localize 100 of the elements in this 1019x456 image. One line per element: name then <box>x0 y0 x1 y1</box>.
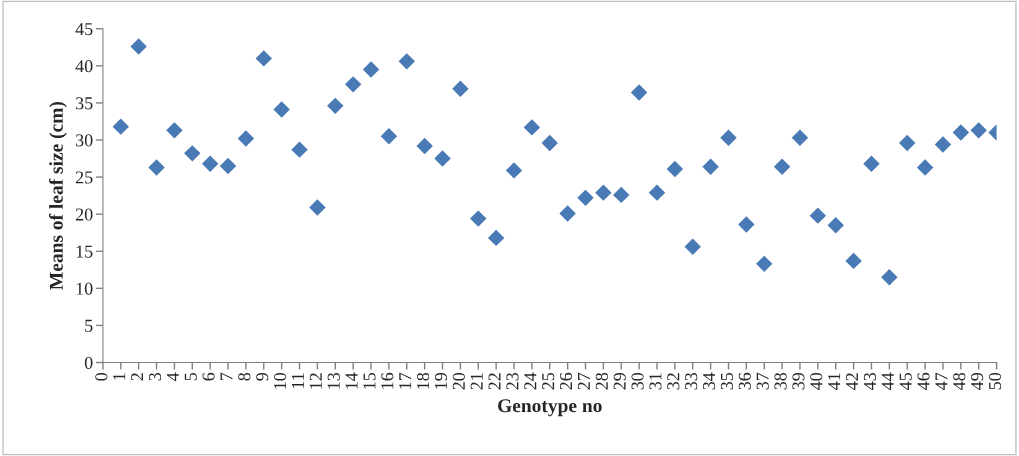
point <box>148 159 165 176</box>
x-tick-label: 50 <box>988 372 1002 390</box>
x-tick-label: 29 <box>613 372 626 390</box>
x-tick-label: 11 <box>291 373 304 389</box>
x-tick-label: 8 <box>238 372 251 381</box>
x-tick-label: 13 <box>327 372 340 389</box>
x-tick-label: 25 <box>542 372 555 390</box>
x-tick-label: 1 <box>113 373 126 380</box>
point <box>112 118 130 135</box>
x-tick-label: 46 <box>917 372 930 390</box>
point <box>201 155 219 172</box>
y-axis-title: Means of leaf size (cm) <box>48 102 67 290</box>
point <box>130 38 147 55</box>
point <box>380 128 398 145</box>
x-tick-label: 39 <box>792 372 805 390</box>
x-tick-label: 36 <box>738 372 751 390</box>
y-tick-label: 45 <box>75 23 93 36</box>
x-tick-label: 0 <box>95 372 108 381</box>
point <box>434 150 451 167</box>
point <box>577 189 594 207</box>
point <box>613 186 630 204</box>
y-tick-label: 35 <box>76 97 93 110</box>
y-tick-label: 15 <box>76 245 93 258</box>
y-tick-label: 5 <box>85 319 93 332</box>
point <box>827 217 844 234</box>
x-tick-label: 40 <box>810 372 823 390</box>
y-tick-label: 20 <box>75 208 93 221</box>
point <box>899 134 916 152</box>
point <box>541 134 558 152</box>
x-tick-label: 49 <box>971 372 984 390</box>
y-tick-label: 10 <box>76 282 93 295</box>
x-tick-label: 21 <box>470 373 483 390</box>
y-tick-label: 30 <box>76 134 93 147</box>
x-tick-label: 28 <box>595 372 608 390</box>
x-tick-label: 48 <box>953 372 966 390</box>
point <box>255 50 272 67</box>
point <box>773 158 791 175</box>
x-tick-label: 42 <box>845 373 858 390</box>
point <box>595 184 612 201</box>
x-tick-label: 9 <box>256 372 269 381</box>
x-tick-label: 16 <box>381 372 394 389</box>
x-tick-label: 31 <box>649 373 662 390</box>
x-tick-label: 32 <box>667 373 680 390</box>
point <box>470 210 487 227</box>
x-tick-label: 26 <box>560 372 573 390</box>
x-tick-label: 23 <box>506 372 519 390</box>
point <box>398 53 415 70</box>
x-tick-label: 12 <box>309 373 322 389</box>
x-tick-label: 30 <box>631 372 644 390</box>
y-tick-label: 25 <box>75 171 93 184</box>
x-tick-label: 10 <box>273 372 287 389</box>
x-tick-label: 4 <box>166 372 179 381</box>
x-tick-label: 6 <box>202 372 215 381</box>
point <box>666 160 684 178</box>
x-tick-label: 27 <box>577 372 590 390</box>
point <box>362 61 380 78</box>
point <box>952 124 970 141</box>
point <box>452 80 469 98</box>
x-axis-title: Genotype no <box>498 399 602 417</box>
point <box>344 76 362 93</box>
point <box>416 137 433 155</box>
x-tick-label: 17 <box>399 372 412 389</box>
x-tick-label: 3 <box>148 372 162 381</box>
point <box>523 119 541 136</box>
point <box>702 158 719 175</box>
point <box>630 84 648 101</box>
x-tick-label: 7 <box>220 372 233 381</box>
x-tick-label: 34 <box>703 372 716 390</box>
x-tick-label: 18 <box>416 372 430 389</box>
point <box>184 145 201 162</box>
point <box>327 97 344 115</box>
x-tick-label: 14 <box>345 372 358 389</box>
y-tick-label: 40 <box>75 60 93 73</box>
point <box>291 141 308 158</box>
x-tick-label: 43 <box>863 372 876 390</box>
point <box>791 129 809 146</box>
point <box>273 101 290 118</box>
point <box>487 229 505 247</box>
x-tick-label: 22 <box>488 373 501 390</box>
point <box>166 122 183 139</box>
x-tick-label: 38 <box>774 372 787 390</box>
point <box>916 159 934 176</box>
x-tick-label: 47 <box>935 372 948 390</box>
point <box>809 207 827 224</box>
point <box>505 162 523 179</box>
x-tick-label: 5 <box>184 372 197 381</box>
x-tick-label: 37 <box>756 372 769 390</box>
x-tick-label: 44 <box>881 372 894 390</box>
x-tick-label: 41 <box>828 373 841 390</box>
point <box>970 122 987 139</box>
point <box>648 184 666 201</box>
y-tick-label: 0 <box>84 356 93 369</box>
point <box>881 269 898 286</box>
point <box>720 129 737 146</box>
point <box>738 216 755 233</box>
x-tick-label: 20 <box>452 372 465 390</box>
x-tick-label: 15 <box>363 372 376 389</box>
x-tick-label: 19 <box>434 372 448 389</box>
x-tick-label: 35 <box>720 372 733 390</box>
point <box>684 238 701 256</box>
